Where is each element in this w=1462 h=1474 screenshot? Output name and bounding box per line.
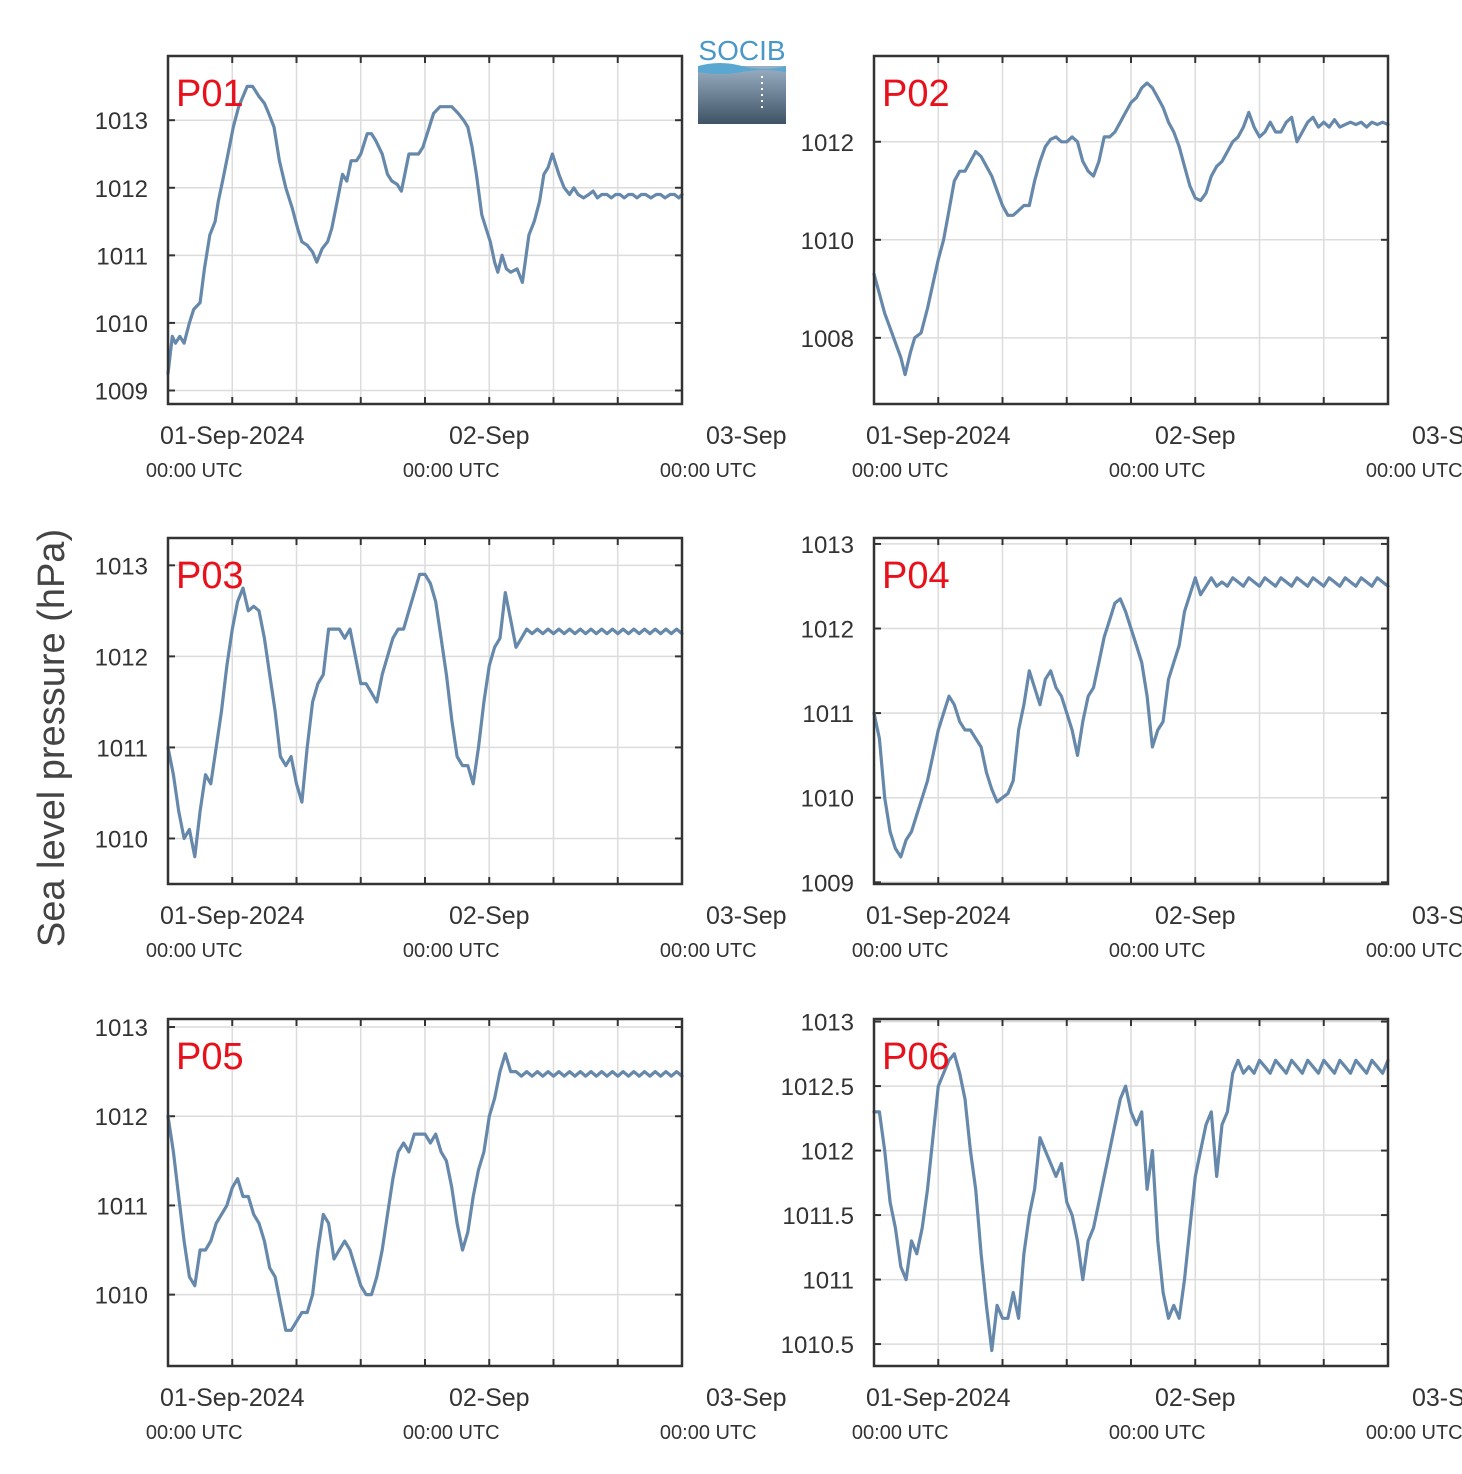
x-tick-sublabel: 00:00 UTC	[1109, 940, 1206, 962]
x-tick-sublabel: 00:00 UTC	[403, 940, 500, 962]
socib-logo-wave	[698, 63, 786, 74]
panel-p02: 1008 1010 1012 01-Sep-2024 00:00 UTC 02-Sep 00…	[801, 54, 1462, 482]
panel-p06: 1010.5 1011 1011.5 1012 1012.5 1013 01-Sep-202…	[781, 1010, 1462, 1444]
x-tick-sublabel: 00:00 UTC	[1366, 940, 1462, 962]
y-tick-label: 1011	[96, 735, 148, 762]
panel-label: P05	[176, 1036, 244, 1078]
x-tick-sublabel: 00:00 UTC	[146, 940, 243, 962]
socib-logo-text: SOCIB	[698, 35, 785, 66]
y-tick-label: 1012	[801, 130, 854, 157]
x-tick-sublabel: 00:00 UTC	[660, 940, 757, 962]
plot-frame	[872, 1017, 1390, 1368]
x-tick-sublabel: 00:00 UTC	[852, 1422, 949, 1444]
x-tick-label: 02-Sep	[449, 1384, 530, 1412]
y-tick-label: 1012	[95, 176, 148, 203]
plot-frame	[166, 1017, 684, 1368]
y-tick-label: 1011.5	[782, 1203, 854, 1230]
x-tick-label: 03-Sep	[706, 422, 787, 450]
y-tick-label: 1013	[95, 1015, 148, 1042]
x-tick-sublabel: 00:00 UTC	[403, 460, 500, 482]
y-tick-label: 1011	[802, 1268, 854, 1295]
x-tick-label: 01-Sep-2024	[866, 1384, 1011, 1412]
y-tick-label: 1012	[801, 617, 854, 644]
x-tick-label: 03-Sep	[706, 1384, 787, 1412]
plot-frame	[166, 536, 684, 886]
x-tick-sublabel: 00:00 UTC	[1109, 460, 1206, 482]
y-tick-label: 1011	[96, 1193, 148, 1220]
series-line	[166, 572, 684, 859]
y-tick-label: 1013	[801, 532, 854, 559]
panel-p03: 1010 1011 1012 1013 01-Sep-2024 00:00 UTC 02-S…	[95, 536, 787, 962]
y-tick-label: 1011	[802, 701, 854, 728]
panel-label: P03	[176, 555, 244, 597]
x-tick-label: 01-Sep-2024	[866, 422, 1011, 450]
x-tick-label: 03-Sep	[706, 902, 787, 930]
socib-logo-block	[698, 66, 786, 124]
y-tick-label: 1013	[95, 108, 148, 135]
plot-frame	[872, 536, 1390, 886]
panel-p05: 1010 1011 1012 1013 01-Sep-2024 00:00 UTC 02-S…	[95, 1015, 787, 1444]
x-tick-sublabel: 00:00 UTC	[852, 460, 949, 482]
socib-logo: SOCIB	[698, 35, 786, 124]
y-tick-label: 1010.5	[781, 1332, 854, 1359]
x-tick-label: 02-Sep	[449, 902, 530, 930]
plot-frame	[166, 54, 684, 406]
y-tick-label: 1012.5	[781, 1074, 854, 1101]
panel-label: P01	[176, 73, 244, 115]
x-tick-sublabel: 00:00 UTC	[146, 460, 243, 482]
y-tick-label: 1009	[95, 378, 148, 405]
y-tick-label: 1010	[801, 786, 854, 813]
panels: 1009 1010 1011 1012 1013 01-Sep-2024 00:00 UTC…	[95, 54, 1462, 1444]
panel-p01: 1009 1010 1011 1012 1013 01-Sep-2024 00:00 UTC…	[95, 54, 787, 482]
x-tick-label: 02-Sep	[1155, 902, 1236, 930]
x-tick-sublabel: 00:00 UTC	[1366, 1422, 1462, 1444]
x-tick-sublabel: 00:00 UTC	[403, 1422, 500, 1444]
y-tick-label: 1010	[95, 1283, 148, 1310]
series-line	[872, 1052, 1390, 1353]
series-line	[872, 81, 1390, 377]
x-tick-label: 03-Sep	[1412, 422, 1462, 450]
x-tick-sublabel: 00:00 UTC	[660, 1422, 757, 1444]
panel-label: P06	[882, 1036, 950, 1078]
x-tick-sublabel: 00:00 UTC	[1366, 460, 1462, 482]
panel-p04: 1009 1010 1011 1012 1013 01-Sep-2024 00:00 UTC…	[801, 532, 1462, 962]
x-tick-label: 01-Sep-2024	[160, 1384, 305, 1412]
y-tick-label: 1012	[95, 1104, 148, 1131]
x-tick-label: 02-Sep	[1155, 422, 1236, 450]
x-tick-label: 02-Sep	[449, 422, 530, 450]
y-tick-label: 1011	[96, 243, 148, 270]
series-line	[872, 576, 1390, 859]
y-tick-label: 1013	[801, 1010, 854, 1037]
panel-label: P04	[882, 555, 950, 597]
y-tick-label: 1008	[801, 326, 854, 353]
x-tick-sublabel: 00:00 UTC	[1109, 1422, 1206, 1444]
x-tick-label: 02-Sep	[1155, 1384, 1236, 1412]
y-tick-label: 1012	[801, 1139, 854, 1166]
y-tick-label: 1010	[801, 228, 854, 255]
series-line	[166, 1052, 684, 1332]
series-line	[166, 84, 684, 376]
x-tick-sublabel: 00:00 UTC	[660, 460, 757, 482]
y-tick-label: 1012	[95, 644, 148, 671]
y-tick-label: 1013	[95, 553, 148, 580]
plot-frame	[872, 54, 1390, 406]
x-tick-label: 01-Sep-2024	[160, 422, 305, 450]
y-tick-label: 1009	[801, 870, 854, 897]
x-tick-label: 01-Sep-2024	[866, 902, 1011, 930]
y-axis-label: Sea level pressure (hPa)	[31, 529, 73, 947]
x-tick-label: 03-Sep	[1412, 1384, 1462, 1412]
x-tick-sublabel: 00:00 UTC	[146, 1422, 243, 1444]
panel-label: P02	[882, 73, 950, 115]
y-tick-label: 1010	[95, 311, 148, 338]
x-tick-label: 01-Sep-2024	[160, 902, 305, 930]
x-tick-sublabel: 00:00 UTC	[852, 940, 949, 962]
y-tick-label: 1010	[95, 826, 148, 853]
x-tick-label: 03-Sep	[1412, 902, 1462, 930]
